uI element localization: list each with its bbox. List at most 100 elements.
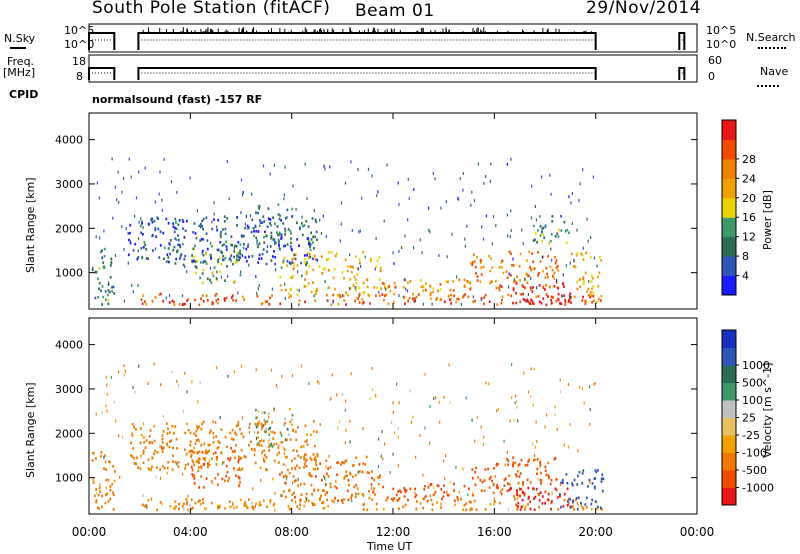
heatmap-cell	[202, 420, 205, 424]
heatmap-cell	[481, 480, 484, 484]
heatmap-cell	[355, 288, 357, 292]
heatmap-cell	[393, 282, 396, 285]
noise-cell	[306, 197, 308, 201]
heatmap-cell	[376, 508, 378, 511]
heatmap-cell	[289, 229, 292, 233]
heatmap-cell	[563, 220, 566, 224]
heatmap-cell	[163, 246, 166, 250]
heatmap-cell	[362, 250, 364, 254]
heatmap-cell	[252, 507, 255, 511]
heatmap-cell	[585, 300, 588, 303]
noise-cell	[359, 229, 361, 233]
heatmap-cell	[294, 253, 297, 256]
heatmap-cell	[356, 267, 359, 270]
heatmap-cell	[312, 268, 315, 272]
heatmap-cell	[315, 220, 318, 224]
heatmap-cell	[228, 257, 231, 261]
heatmap-cell	[167, 222, 170, 225]
heatmap-cell	[484, 468, 487, 471]
heatmap-cell	[192, 460, 194, 464]
heatmap-cell	[489, 475, 492, 479]
heatmap-cell	[236, 260, 238, 264]
heatmap-cell	[155, 235, 158, 238]
heatmap-cell	[420, 285, 423, 289]
noise-cell	[276, 385, 278, 389]
heatmap-cell	[295, 438, 298, 442]
noise-cell	[470, 203, 472, 207]
heatmap-cell	[211, 245, 213, 248]
heatmap-cell	[278, 231, 281, 235]
heatmap-cell	[172, 460, 174, 463]
heatmap-cell	[269, 218, 272, 221]
heatmap-cell	[555, 488, 558, 492]
heatmap-cell	[398, 489, 401, 492]
heatmap-cell	[465, 502, 467, 506]
noise-cell	[191, 380, 193, 384]
heatmap-cell	[393, 292, 395, 296]
heatmap-cell	[100, 289, 102, 293]
heatmap-cell	[318, 265, 321, 268]
heatmap-cell	[190, 453, 193, 457]
heatmap-cell	[282, 244, 285, 248]
heatmap-cell	[589, 295, 591, 299]
heatmap-cell	[193, 463, 196, 467]
heatmap-cell	[211, 302, 213, 306]
heatmap-cell	[205, 477, 208, 480]
heatmap-cell	[99, 250, 102, 254]
x-tick-label: 12:00	[376, 525, 411, 539]
heatmap-cell	[233, 449, 236, 453]
heatmap-cell	[155, 466, 158, 469]
noise-cell	[310, 474, 312, 478]
heatmap-cell	[545, 293, 548, 296]
heatmap-cell	[263, 459, 265, 463]
heatmap-cell	[526, 463, 529, 467]
noise-cell	[114, 185, 116, 189]
heatmap-cell	[567, 501, 570, 505]
heatmap-cell	[520, 487, 523, 491]
heatmap-cell	[175, 221, 177, 224]
heatmap-cell	[270, 231, 273, 235]
heatmap-cell	[170, 439, 172, 442]
heatmap-cell	[212, 452, 215, 455]
noise-cell	[161, 198, 163, 202]
noise-cell	[150, 497, 153, 501]
heatmap-cell	[208, 449, 211, 453]
colorbar-segment	[722, 236, 736, 257]
noise-cell	[494, 475, 496, 478]
noise-cell	[131, 283, 133, 287]
heatmap-cell	[173, 432, 175, 435]
heatmap-cell	[159, 468, 161, 471]
noise-cell	[375, 394, 377, 398]
heatmap-cell	[177, 465, 180, 468]
noise-cell	[445, 200, 447, 204]
noise-cell	[457, 196, 459, 200]
noise-cell	[142, 494, 144, 498]
heatmap-cell	[432, 287, 435, 290]
colorbar-segment	[722, 158, 736, 179]
heatmap-cell	[576, 483, 579, 486]
colorbar-segment	[722, 487, 736, 506]
heatmap-cell	[212, 420, 215, 424]
heatmap-cell	[207, 443, 210, 447]
noise-cell	[448, 363, 450, 367]
heatmap-cell	[223, 297, 226, 300]
heatmap-cell	[291, 413, 294, 417]
nave-legend-line	[757, 85, 779, 87]
heatmap-cell	[431, 503, 434, 506]
heatmap-cell	[239, 252, 242, 256]
heatmap-cell	[258, 257, 260, 260]
noise-cell	[105, 375, 107, 379]
heatmap-cell	[133, 457, 136, 460]
nsearch-tick-top: 10^5	[706, 24, 737, 37]
noise-cell	[398, 294, 400, 298]
heatmap-cell	[184, 431, 187, 435]
heatmap-cell	[132, 249, 135, 252]
noise-cell	[104, 460, 107, 464]
noise-cell	[551, 491, 553, 495]
noise-cell	[551, 258, 553, 262]
noise-cell	[216, 225, 218, 229]
noise-cell	[163, 157, 165, 161]
heatmap-cell	[161, 450, 164, 453]
heatmap-cell	[512, 456, 515, 459]
